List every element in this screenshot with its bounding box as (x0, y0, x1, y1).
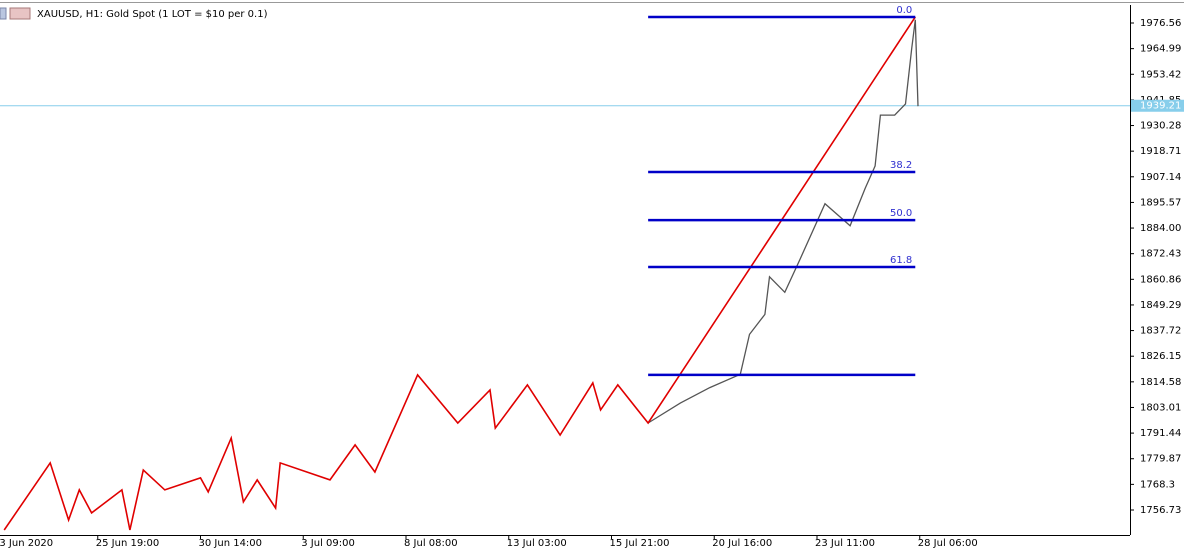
y-tick-label: 1953.42 (1140, 69, 1181, 80)
fib-label: 61.8 (890, 255, 912, 266)
x-tick-label: 28 Jul 06:00 (918, 538, 978, 548)
fib-label: 0.0 (896, 5, 912, 16)
chart-icon (9, 7, 31, 20)
y-tick-label: 1779.87 (1140, 454, 1181, 465)
fib-label: 38.2 (890, 160, 912, 171)
y-tick-label: 1964.99 (1140, 44, 1181, 55)
plot-area: 0.0 38.2 50.0 61.8 (0, 5, 1130, 531)
y-tick-label: 1895.57 (1140, 197, 1181, 208)
y-tick-label: 1918.71 (1140, 146, 1181, 157)
x-tick-label: 25 Jun 19:00 (96, 538, 160, 548)
x-tick-label: 30 Jun 14:00 (199, 538, 263, 548)
y-tick-label: 1768.3 (1140, 479, 1175, 490)
y-tick-label: 1826.15 (1140, 351, 1181, 362)
x-tick-label: 3 Jul 09:00 (301, 538, 355, 548)
y-tick-label: 1872.43 (1140, 249, 1181, 260)
x-tick-label: 23 Jun 2020 (0, 538, 53, 548)
current-price-box (1131, 99, 1184, 112)
y-tick-label: 1756.73 (1140, 505, 1181, 516)
current-price-label: 1939.21 (1140, 101, 1181, 112)
series-line (3, 16, 916, 531)
chart-icon (0, 7, 7, 20)
y-tick-label: 1907.14 (1140, 172, 1181, 183)
y-tick-label: 1791.44 (1140, 428, 1181, 439)
y-tick-label: 1884.00 (1140, 223, 1181, 234)
x-tick-label: 8 Jul 08:00 (404, 538, 458, 548)
y-tick-label: 1860.86 (1140, 274, 1181, 285)
y-tick-label: 1803.01 (1140, 402, 1181, 413)
x-tick-label: 13 Jul 03:00 (507, 538, 567, 548)
fib-label: 50.0 (890, 208, 912, 219)
x-tick-label: 20 Jul 16:00 (712, 538, 772, 548)
y-tick-label: 1849.29 (1140, 300, 1181, 311)
y-tick-label: 1814.58 (1140, 377, 1181, 388)
x-tick-label: 23 Jul 11:00 (815, 538, 875, 548)
y-tick-label: 1837.72 (1140, 326, 1181, 337)
y-tick-label: 1930.28 (1140, 121, 1181, 132)
chart-title: XAUUSD, H1: Gold Spot (1 LOT = $10 per 0… (37, 9, 268, 20)
x-tick-label: 15 Jul 21:00 (610, 538, 670, 548)
y-tick-label: 1976.56 (1140, 18, 1181, 29)
